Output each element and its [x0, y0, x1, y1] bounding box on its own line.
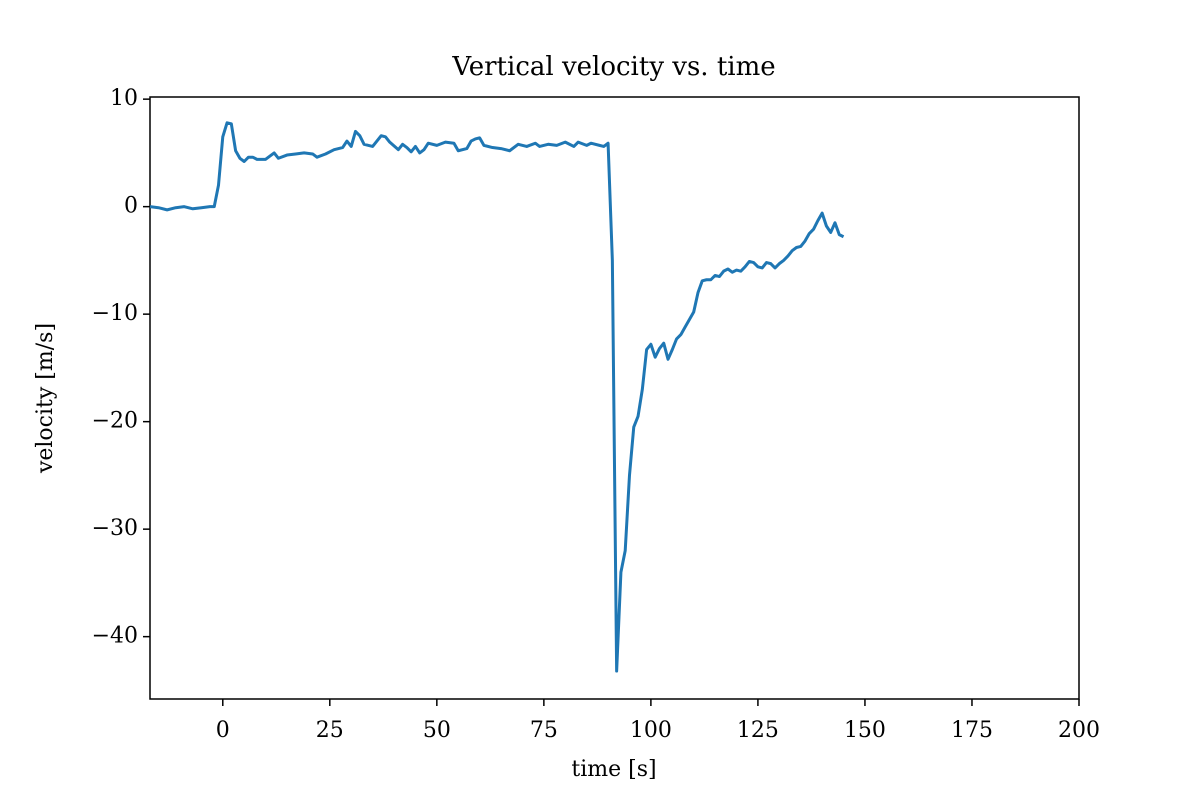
- y-tick-label: −40: [92, 624, 138, 649]
- x-tick-label: 50: [423, 718, 451, 743]
- y-tick-label: 0: [124, 194, 138, 219]
- x-tick-label: 75: [530, 718, 558, 743]
- x-tick-label: 200: [1058, 718, 1100, 743]
- y-axis-label: velocity [m/s]: [33, 323, 58, 474]
- x-tick-label: 175: [951, 718, 993, 743]
- y-tick-label: −30: [92, 516, 138, 541]
- x-tick-label: 0: [216, 718, 230, 743]
- chart-title: Vertical velocity vs. time: [451, 52, 775, 82]
- plot-frame: [149, 96, 1080, 700]
- x-tick-label: 125: [737, 718, 779, 743]
- x-axis-label: time [s]: [571, 757, 656, 782]
- data-line: [149, 121, 845, 673]
- x-tick-label: 25: [316, 718, 344, 743]
- y-tick-label: −20: [92, 409, 138, 434]
- y-tick-label: −10: [92, 301, 138, 326]
- x-tick-label: 150: [844, 718, 886, 743]
- x-tick-label: 100: [630, 718, 672, 743]
- y-tick-label: 10: [110, 86, 138, 111]
